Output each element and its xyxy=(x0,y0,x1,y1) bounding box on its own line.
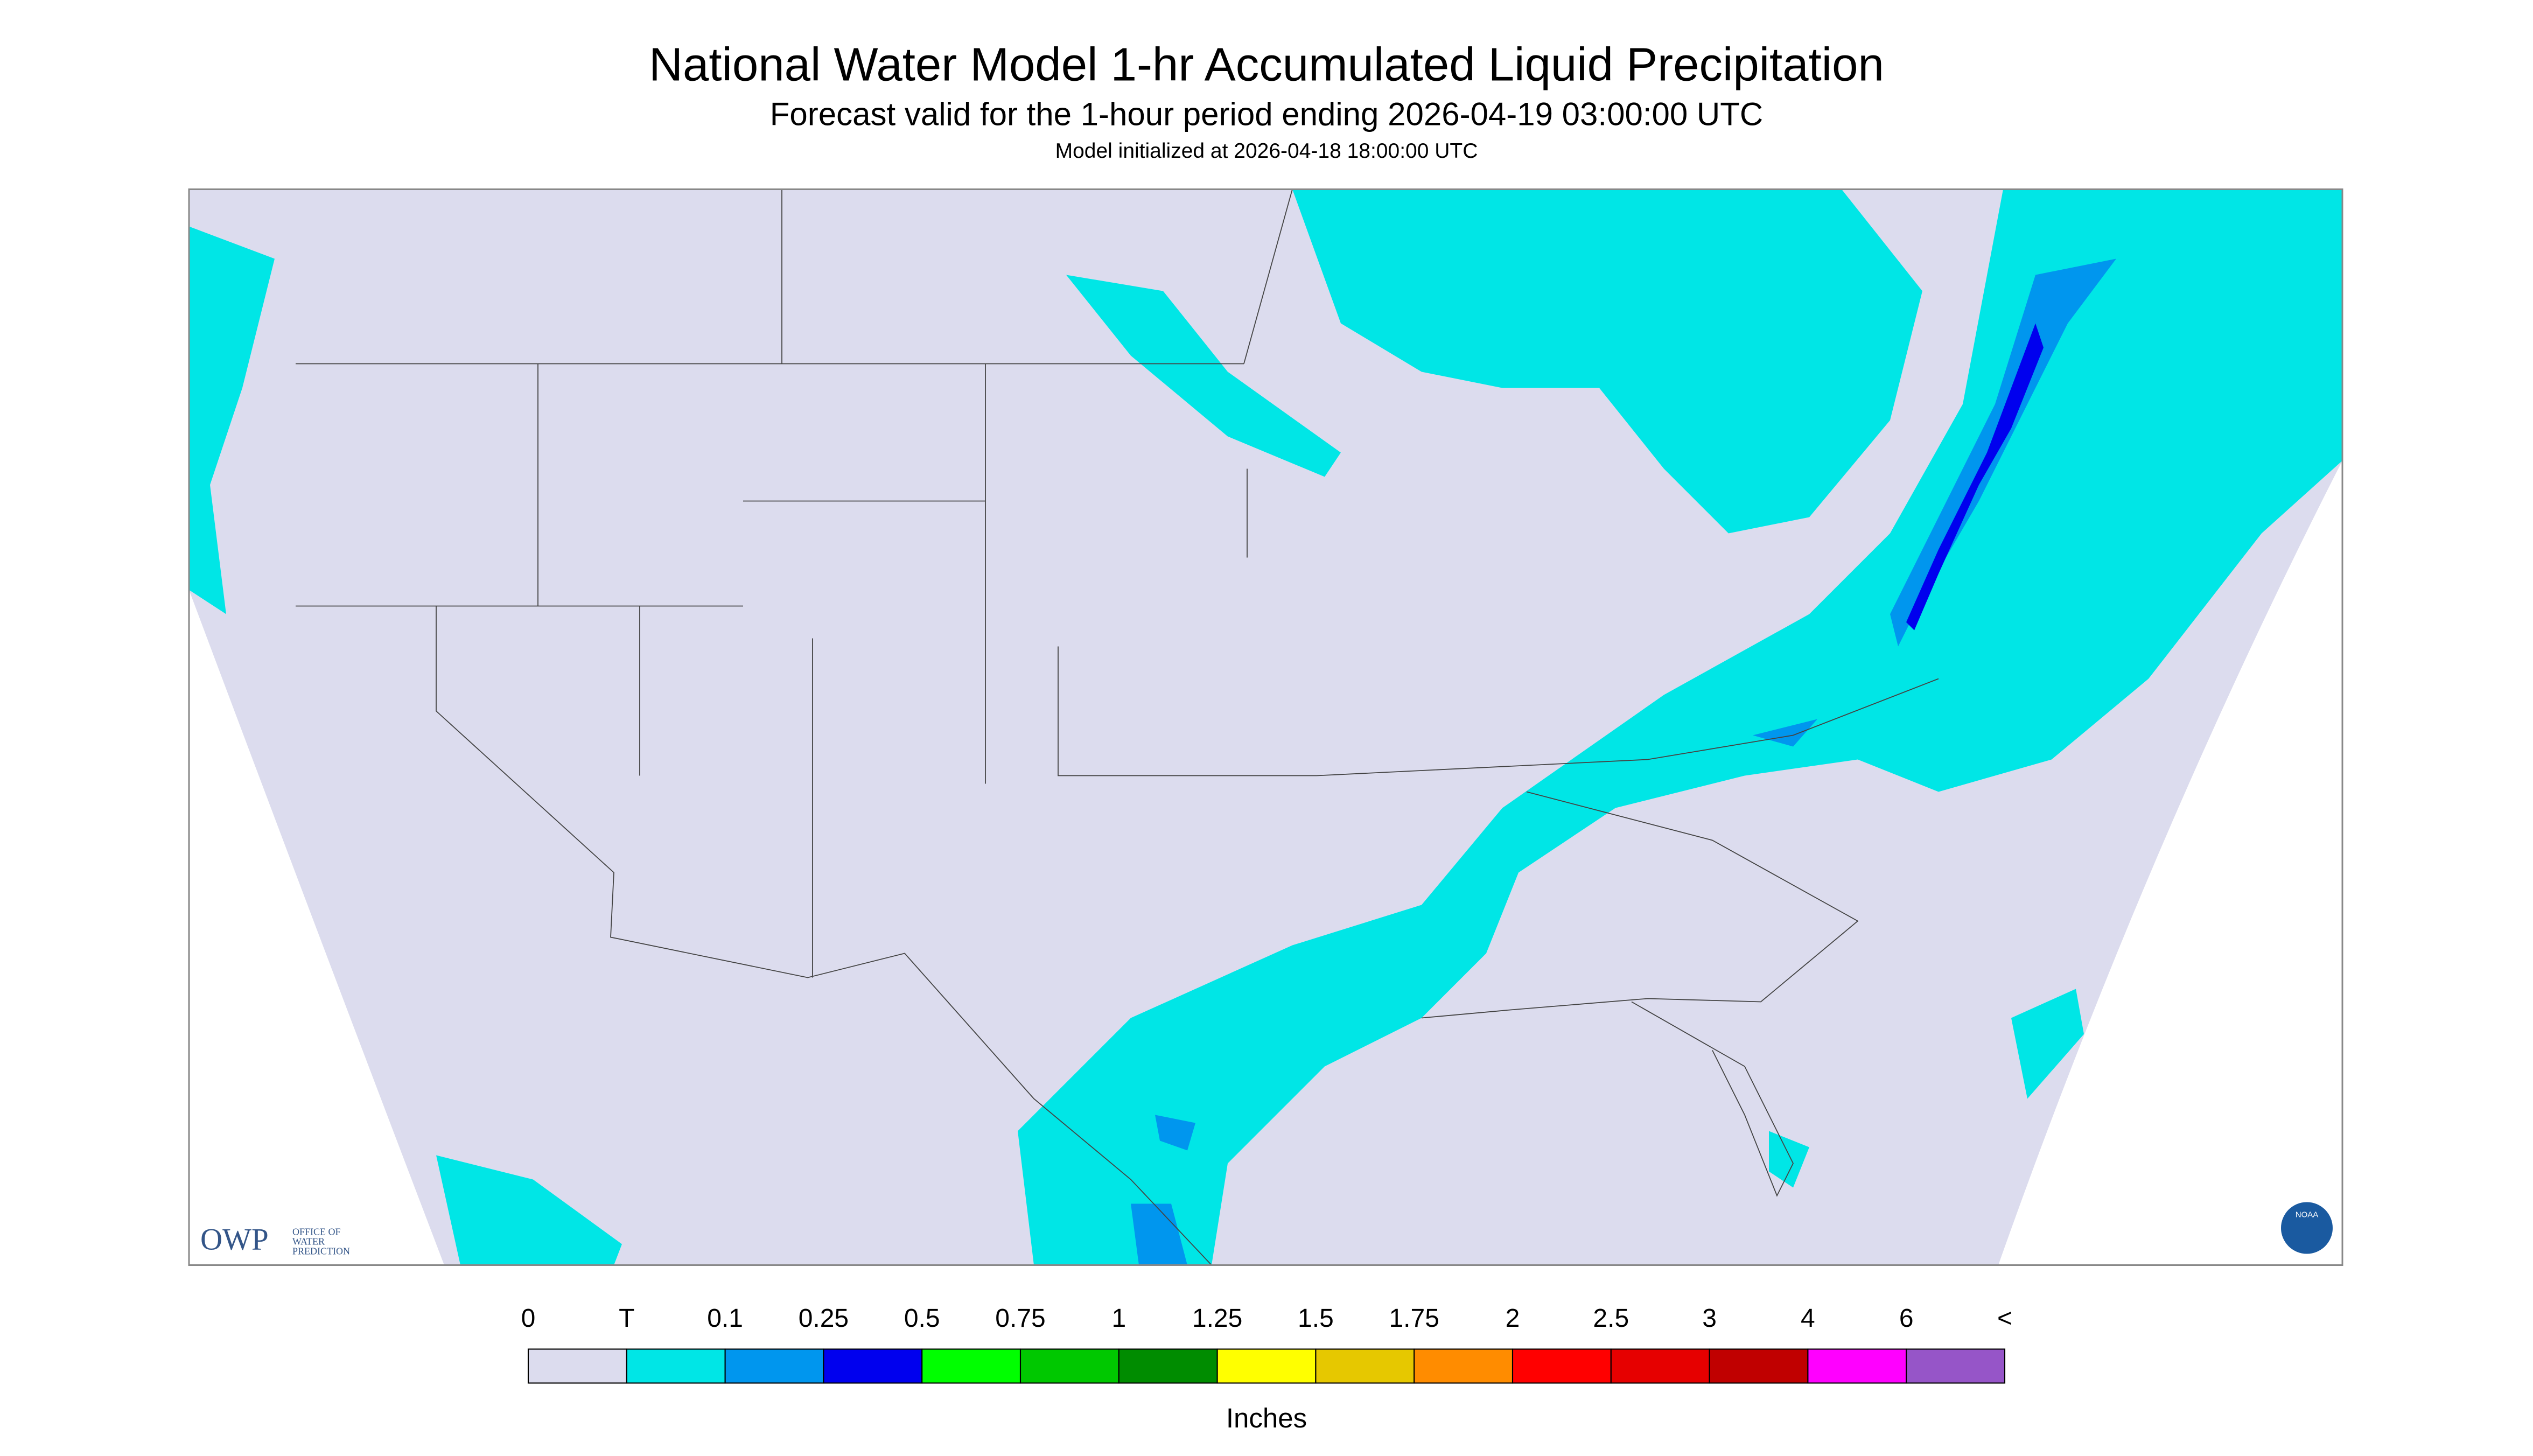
noaa-logo xyxy=(2281,1202,2333,1254)
precip-area xyxy=(1131,1203,1187,1265)
legend-label: 2 xyxy=(1506,1304,1520,1333)
legend-swatch xyxy=(1610,1348,1710,1384)
legend-label: 0.5 xyxy=(904,1304,940,1333)
legend-swatch xyxy=(1118,1348,1218,1384)
legend-label: 0.1 xyxy=(707,1304,743,1333)
map-border xyxy=(188,188,2343,1266)
legend-label: T xyxy=(619,1304,634,1333)
owp-logo-text: PREDICTION xyxy=(292,1246,350,1257)
legend-swatch xyxy=(1315,1348,1415,1384)
precip-area xyxy=(1769,1131,1809,1188)
legend-label: 3 xyxy=(1702,1304,1717,1333)
precip-area xyxy=(1155,1115,1195,1151)
legend-swatch xyxy=(921,1348,1021,1384)
legend-swatch xyxy=(1807,1348,1907,1384)
legend-swatch xyxy=(1709,1348,1809,1384)
owp-logo-text: OFFICE OF xyxy=(292,1227,341,1237)
color-legend: 0 T 0.1 0.25 0.5 0.75 1 1.25 1.5 1.75 2 2.5 3 4 6 < xyxy=(521,1304,2012,1384)
legend-label: 0.75 xyxy=(995,1304,1045,1333)
legend-swatch xyxy=(1906,1348,2006,1384)
legend-label: 4 xyxy=(1801,1304,1815,1333)
legend-swatch xyxy=(1414,1348,1514,1384)
owp-logo-text: WATER xyxy=(292,1236,325,1247)
border xyxy=(1316,678,1939,1197)
title: National Water Model 1-hr Accumulated Li… xyxy=(649,38,1884,90)
legend-swatch xyxy=(1216,1348,1317,1384)
subtitle: Forecast valid for the 1-hour period end… xyxy=(770,96,1763,132)
legend-swatch xyxy=(724,1348,824,1384)
legend-label: 1.5 xyxy=(1298,1304,1334,1333)
legend-swatch xyxy=(1019,1348,1119,1384)
init-time: Model initialized at 2026-04-18 18:00:00… xyxy=(1055,139,1478,163)
precip-area xyxy=(1906,323,2044,631)
precip-area xyxy=(436,1155,622,1265)
legend-label: 6 xyxy=(1899,1304,1914,1333)
map-area: OWP OFFICE OF WATER PREDICTION NOAA xyxy=(188,188,2343,1266)
precip-area xyxy=(1292,189,1922,534)
precip-area xyxy=(1066,275,1341,477)
border xyxy=(296,189,1317,1266)
legend-label: 2.5 xyxy=(1593,1304,1629,1333)
legend-label: 0 xyxy=(521,1304,536,1333)
legend-swatch xyxy=(823,1348,923,1384)
precip-area xyxy=(2011,989,2084,1099)
legend-label: 1 xyxy=(1111,1304,1126,1333)
legend-swatch xyxy=(527,1348,627,1384)
legend-label: 1.25 xyxy=(1192,1304,1242,1333)
precip-area xyxy=(1018,189,2342,1265)
owp-logo: OWP xyxy=(200,1223,269,1257)
legend-swatch xyxy=(1512,1348,1612,1384)
legend-unit: Inches xyxy=(1226,1403,1307,1433)
precip-area xyxy=(189,226,275,614)
legend-label: 0.25 xyxy=(799,1304,849,1333)
legend-label: < xyxy=(1997,1304,2012,1333)
legend-swatch xyxy=(626,1348,726,1384)
legend-label: 1.75 xyxy=(1389,1304,1439,1333)
noaa-logo-text: NOAA xyxy=(2296,1210,2319,1219)
